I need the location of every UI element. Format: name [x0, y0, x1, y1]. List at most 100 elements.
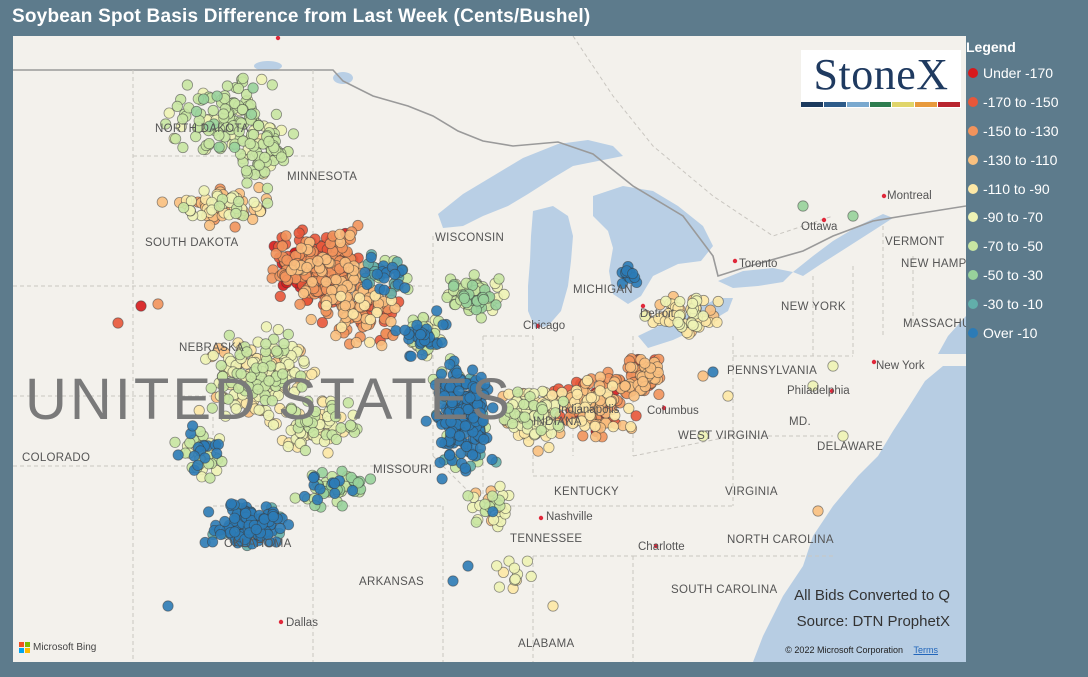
bid-dot[interactable] [711, 316, 723, 328]
bid-dot[interactable] [204, 219, 216, 231]
bid-dot[interactable] [674, 295, 686, 308]
bid-dot[interactable] [543, 441, 555, 454]
bid-dot[interactable] [364, 336, 376, 348]
bid-dot[interactable] [378, 284, 390, 296]
bid-dot[interactable] [217, 370, 229, 382]
bid-dot[interactable] [414, 328, 427, 341]
bid-dot[interactable] [837, 430, 849, 442]
bid-dot[interactable] [487, 506, 499, 518]
bid-dot[interactable] [416, 349, 428, 361]
bid-dot[interactable] [453, 385, 465, 397]
bid-dot[interactable] [296, 381, 308, 393]
bid-dot[interactable] [405, 350, 417, 362]
bid-dot[interactable] [213, 141, 225, 153]
bid-dot[interactable] [521, 555, 534, 567]
bid-dot[interactable] [280, 230, 292, 242]
bid-dot[interactable] [445, 416, 457, 428]
bid-dot[interactable] [624, 361, 637, 373]
bid-dot[interactable] [187, 420, 199, 432]
bid-dot[interactable] [807, 380, 819, 392]
bid-dot[interactable] [637, 376, 649, 388]
bid-dot[interactable] [459, 462, 471, 474]
bid-dot[interactable] [704, 304, 717, 316]
bid-dot[interactable] [579, 401, 591, 413]
bid-dot[interactable] [193, 404, 205, 417]
bid-dot[interactable] [371, 306, 383, 319]
bid-dot[interactable] [797, 200, 809, 212]
bid-dot[interactable] [444, 358, 456, 370]
bid-dot[interactable] [567, 417, 579, 429]
bid-dot[interactable] [847, 210, 859, 222]
bid-dot[interactable] [462, 490, 474, 502]
bid-dot[interactable] [247, 82, 259, 94]
bid-dot[interactable] [192, 459, 204, 471]
bid-dot[interactable] [267, 510, 279, 523]
bid-dot[interactable] [686, 297, 699, 309]
bid-dot[interactable] [512, 386, 524, 398]
bid-dot[interactable] [697, 430, 709, 442]
bid-dot[interactable] [276, 240, 288, 252]
bid-dot[interactable] [271, 345, 283, 357]
bid-dot[interactable] [502, 402, 514, 414]
bid-dot[interactable] [453, 406, 465, 419]
bid-dot[interactable] [266, 395, 278, 407]
bid-dot[interactable] [207, 349, 219, 362]
bid-dot[interactable] [493, 581, 505, 593]
bid-dot[interactable] [330, 411, 342, 423]
bid-dot[interactable] [446, 396, 458, 409]
bid-dot[interactable] [335, 321, 348, 333]
bid-dot[interactable] [312, 255, 324, 267]
bid-dot[interactable] [336, 465, 348, 477]
bid-dot[interactable] [247, 213, 259, 225]
bid-dot[interactable] [285, 403, 297, 415]
bid-dot[interactable] [328, 477, 341, 489]
bid-dot[interactable] [237, 72, 249, 84]
bid-dot[interactable] [223, 329, 235, 341]
bid-dot[interactable] [431, 305, 443, 317]
bid-dot[interactable] [320, 276, 332, 288]
bid-dot[interactable] [205, 382, 217, 394]
bid-dot[interactable] [335, 290, 347, 302]
bid-dot[interactable] [653, 388, 665, 400]
bid-dot[interactable] [451, 367, 463, 379]
bid-dot[interactable] [639, 310, 651, 322]
bid-dot[interactable] [605, 396, 617, 408]
bid-dot[interactable] [697, 310, 709, 322]
bid-dot[interactable] [525, 570, 537, 583]
bid-dot[interactable] [581, 374, 594, 387]
bid-dot[interactable] [244, 138, 256, 150]
bid-dot[interactable] [282, 440, 294, 453]
bid-dot[interactable] [344, 419, 357, 431]
bid-dot[interactable] [263, 409, 275, 421]
bid-dot[interactable] [571, 388, 583, 400]
bid-dot[interactable] [519, 411, 531, 423]
bid-dot[interactable] [364, 473, 377, 485]
bid-dot[interactable] [359, 266, 371, 279]
bid-dot[interactable] [306, 368, 318, 380]
bid-dot[interactable] [352, 477, 364, 489]
bid-dot[interactable] [297, 287, 310, 299]
bid-dot[interactable] [252, 383, 264, 395]
bid-dot[interactable] [490, 299, 502, 311]
bid-dot[interactable] [240, 165, 252, 177]
bid-dot[interactable] [353, 292, 366, 304]
bid-dot[interactable] [329, 487, 341, 499]
bid-dot[interactable] [212, 438, 224, 450]
bid-dot[interactable] [518, 398, 530, 410]
bid-dot[interactable] [177, 141, 189, 154]
bid-dot[interactable] [257, 362, 269, 374]
bid-dot[interactable] [213, 200, 225, 212]
bid-dot[interactable] [619, 380, 631, 392]
bid-dot[interactable] [607, 421, 619, 433]
bid-dot[interactable] [314, 483, 326, 495]
bid-dot[interactable] [486, 453, 498, 466]
bid-dot[interactable] [222, 393, 234, 405]
bid-dot[interactable] [215, 359, 227, 372]
bid-dot[interactable] [211, 447, 223, 459]
bid-dot[interactable] [639, 357, 651, 369]
bid-dot[interactable] [230, 403, 242, 415]
bid-dot[interactable] [198, 185, 210, 197]
bid-dot[interactable] [256, 73, 268, 86]
bid-dot[interactable] [399, 282, 411, 294]
bid-dot[interactable] [229, 141, 241, 153]
